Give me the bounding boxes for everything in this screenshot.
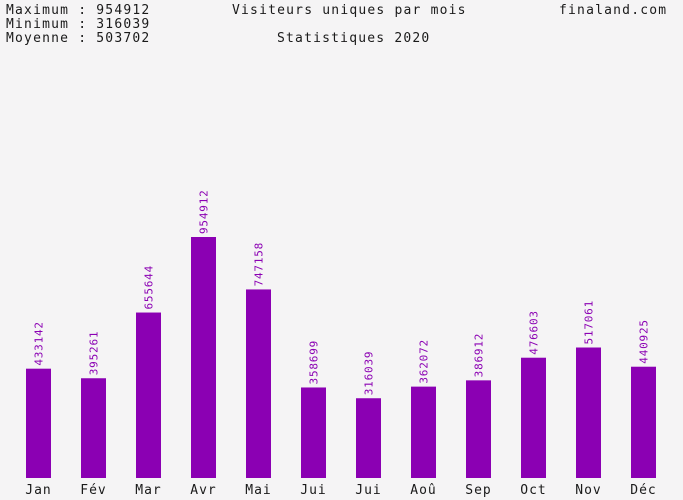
value-label-10: 517061	[583, 300, 596, 345]
value-label-4: 747158	[253, 242, 266, 287]
bar-7	[411, 386, 436, 478]
x-tick-label-7: Aoû	[410, 483, 436, 498]
max-label: Maximum	[6, 3, 70, 18]
x-tick-label-6: Jui	[355, 483, 381, 498]
x-tick-label-4: Mai	[245, 483, 271, 498]
x-tick-label-11: Déc	[630, 483, 656, 498]
value-label-1: 395261	[88, 331, 101, 376]
chart-title: Visiteurs uniques par mois	[232, 3, 467, 18]
bar-1	[81, 378, 106, 478]
min-value: 316039	[96, 17, 151, 32]
avg-stat: Moyenne : 503702	[6, 32, 150, 46]
value-label-2: 655644	[143, 265, 156, 310]
x-tick-label-8: Sep	[465, 483, 491, 498]
bar-2	[136, 312, 161, 478]
min-stat: Minimum : 316039	[6, 18, 150, 32]
bar-4	[246, 289, 271, 478]
max-value: 954912	[96, 3, 151, 18]
bar-6	[356, 398, 381, 478]
avg-label: Moyenne	[6, 31, 70, 46]
x-tick-label-3: Avr	[190, 483, 216, 498]
min-label: Minimum	[6, 17, 70, 32]
bar-10	[576, 347, 601, 478]
x-tick-label-5: Jui	[300, 483, 326, 498]
x-tick-label-10: Nov	[575, 483, 601, 498]
bar-11	[631, 366, 656, 478]
x-tick-label-0: Jan	[25, 483, 51, 498]
value-label-9: 476603	[528, 310, 541, 355]
x-tick-label-1: Fév	[80, 483, 106, 498]
max-separator: :	[78, 3, 88, 18]
bar-3	[191, 237, 216, 478]
value-label-7: 362072	[418, 339, 431, 384]
bar-9	[521, 357, 546, 478]
avg-separator: :	[78, 31, 88, 46]
bar-5	[301, 387, 326, 478]
value-label-11: 440925	[638, 319, 651, 364]
max-stat: Maximum : 954912	[6, 4, 150, 18]
bar-8	[466, 380, 491, 478]
value-label-8: 386912	[473, 333, 486, 378]
value-label-5: 358699	[308, 340, 321, 385]
x-tick-label-9: Oct	[520, 483, 546, 498]
chart-subtitle: Statistiques 2020	[277, 31, 431, 46]
x-tick-label-2: Mar	[135, 483, 161, 498]
avg-value: 503702	[96, 31, 151, 46]
value-label-0: 433142	[33, 321, 46, 366]
value-label-6: 316039	[363, 351, 376, 396]
min-separator: :	[78, 17, 88, 32]
value-label-3: 954912	[198, 189, 211, 234]
site-link[interactable]: finaland.com	[559, 3, 668, 18]
bar-0	[26, 368, 51, 478]
